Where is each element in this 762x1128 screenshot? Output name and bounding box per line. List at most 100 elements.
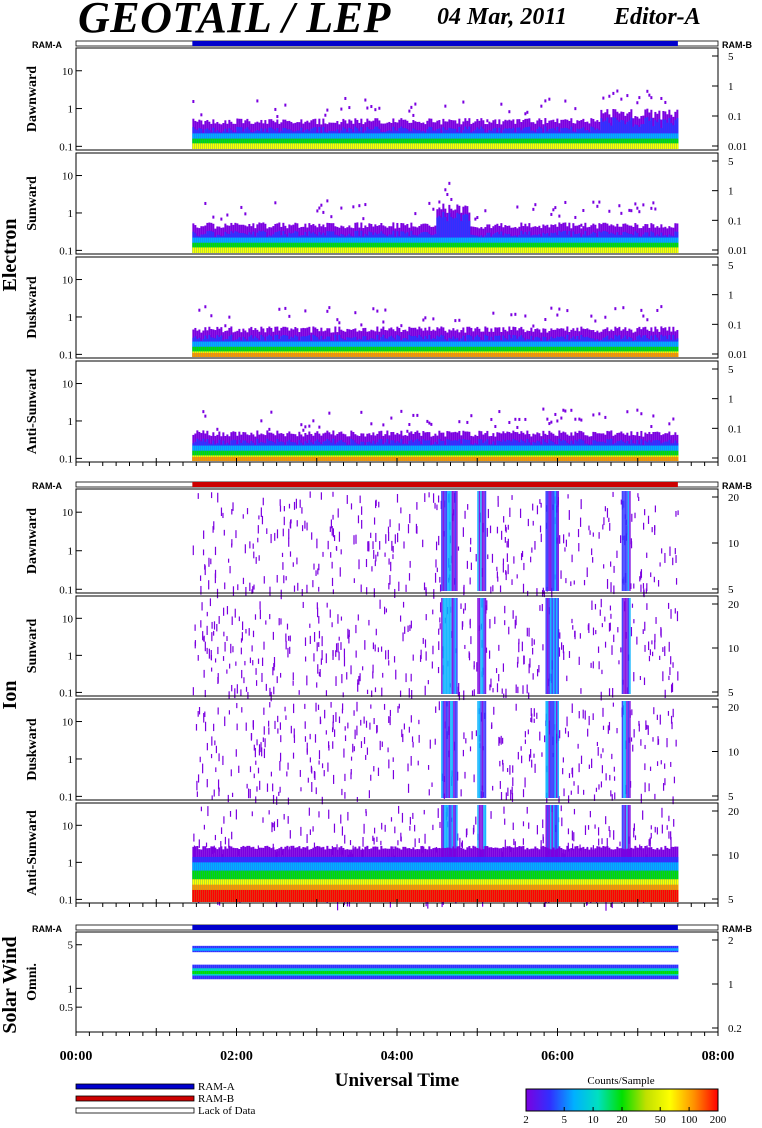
- group-label: Solar Wind: [0, 936, 21, 1033]
- left-tick-label: 1: [68, 754, 74, 766]
- right-tick-label: 1: [728, 81, 734, 93]
- left-tick-label: 1: [68, 983, 74, 995]
- group-electron: RAM-A RAM-B Electron 0.1 1 10 0.01 0.1 1 5 Dawnwar…: [0, 40, 752, 466]
- left-tick-label: 0.1: [59, 687, 73, 699]
- panel-frame: [75, 152, 719, 255]
- right-tick-label: 5: [728, 260, 734, 272]
- right-tick-label: 10: [728, 643, 740, 655]
- colorbar-tick-label: 5: [561, 1114, 567, 1126]
- left-tick-label: 1: [68, 312, 74, 324]
- x-tick-label: 08:00: [702, 1049, 735, 1064]
- right-tick-label: 1: [728, 186, 734, 198]
- ram-coverage-bar: [192, 482, 678, 487]
- right-tick-label: 5: [728, 584, 734, 596]
- right-tick-label: 20: [728, 492, 740, 504]
- right-tick-label: 1: [728, 290, 734, 302]
- panel-frame: [75, 256, 719, 359]
- panel-label: Dawnward: [25, 66, 40, 132]
- legend-label: RAM-B: [198, 1093, 234, 1105]
- right-tick-label: 0.1: [728, 319, 742, 331]
- legend-swatch: [75, 1083, 195, 1090]
- ram-coverage-bar: [192, 925, 678, 930]
- ram-left-label: RAM-A: [32, 924, 62, 934]
- colorbar: Counts/Sample 2 5 10 20 50 100 200: [523, 1075, 727, 1126]
- left-tick-label: 5: [68, 940, 74, 952]
- date-label: 04 Mar, 2011: [437, 4, 568, 30]
- right-tick-label: 5: [728, 156, 734, 168]
- left-tick-label: 0.1: [59, 453, 73, 465]
- right-tick-label: 10: [728, 538, 740, 550]
- right-tick-label: 0.1: [728, 423, 742, 435]
- left-tick-label: 0.1: [59, 894, 73, 906]
- time-axis-ticks: [75, 458, 719, 466]
- x-tick-label: 06:00: [541, 1049, 574, 1064]
- legend-swatch: [75, 1095, 195, 1102]
- panel-duskward: 0.1 1 10 5 10 20 Duskward: [25, 698, 740, 805]
- panel-dawnward: 0.1 1 10 5 10 20 Dawnward: [25, 488, 740, 600]
- right-tick-label: 5: [728, 364, 734, 376]
- time-axis-ticks: [75, 899, 719, 907]
- left-tick-label: 0.1: [59, 141, 73, 153]
- panel-frame: [75, 47, 719, 151]
- left-tick-label: 10: [62, 275, 74, 287]
- right-tick-label: 20: [728, 599, 740, 611]
- panel-label: Dawnward: [25, 508, 40, 574]
- left-tick-label: 10: [62, 820, 74, 832]
- colorbar-title: Counts/Sample: [587, 1075, 654, 1087]
- left-tick-label: 0.5: [59, 1002, 73, 1014]
- left-tick-label: 0.1: [59, 584, 73, 596]
- right-tick-label: 10: [728, 850, 740, 862]
- left-tick-label: 10: [62, 379, 74, 391]
- x-tick-label: 00:00: [60, 1049, 93, 1064]
- editor-label: Editor-A: [614, 4, 701, 30]
- panel-omni: 0.5 1 5 0.2 1 2 Omni.: [25, 931, 742, 1035]
- group-solar-wind: RAM-A RAM-B Solar Wind 0.5 1 5 0.2 1 2 Omni.: [0, 924, 752, 1036]
- colorbar-tick-label: 200: [710, 1114, 727, 1126]
- panel-label: Duskward: [25, 276, 40, 338]
- panel-label: Sunward: [25, 176, 40, 231]
- legend-swatch: [75, 1107, 195, 1114]
- colorbar-tick-label: 50: [655, 1114, 667, 1126]
- panel-dawnward: 0.1 1 10 0.01 0.1 1 5 Dawnward: [25, 47, 747, 153]
- right-tick-label: 0.1: [728, 111, 742, 123]
- time-axis-ticks: [75, 1028, 719, 1036]
- panel-sunward: 0.1 1 10 0.01 0.1 1 5 Sunward: [25, 152, 747, 257]
- left-tick-label: 10: [62, 613, 74, 625]
- left-tick-label: 1: [68, 650, 74, 662]
- x-tick-label: 02:00: [220, 1049, 253, 1064]
- colorbar-tick-label: 2: [523, 1114, 529, 1126]
- left-tick-label: 1: [68, 546, 74, 558]
- left-tick-label: 1: [68, 104, 74, 116]
- left-tick-label: 1: [68, 208, 74, 220]
- left-tick-label: 10: [62, 171, 74, 183]
- left-tick-label: 0.1: [59, 245, 73, 257]
- right-tick-label: 1: [728, 979, 734, 991]
- x-axis: 00:00 02:00 04:00 06:00 08:00 Universal Time: [60, 1049, 735, 1091]
- panel-label: Sunward: [25, 619, 40, 674]
- left-tick-label: 0.1: [59, 791, 73, 803]
- right-tick-label: 10: [728, 747, 740, 759]
- right-tick-label: 0.01: [728, 453, 747, 465]
- group-label: Electron: [0, 219, 21, 292]
- group-ion: RAM-A RAM-B Ion 0.1 1 10 5 10 20 Dawnward 0.1 1 10 5 1…: [0, 481, 752, 911]
- ram-right-label: RAM-B: [722, 40, 752, 50]
- left-tick-label: 10: [62, 717, 74, 729]
- right-tick-label: 20: [728, 702, 740, 714]
- left-tick-label: 0.1: [59, 349, 73, 361]
- panel-anti-sunward: 0.1 1 10 5 10 20 Anti-Sunward: [25, 802, 740, 911]
- x-tick-label: 04:00: [381, 1049, 414, 1064]
- colorbar-tick-label: 100: [681, 1114, 698, 1126]
- right-tick-label: 5: [728, 687, 734, 699]
- panel-frame: [75, 488, 719, 594]
- colorbar-tick-label: 20: [617, 1114, 629, 1126]
- legend-label: Lack of Data: [198, 1105, 256, 1117]
- right-tick-label: 5: [728, 51, 734, 63]
- ram-right-label: RAM-B: [722, 481, 752, 491]
- colorbar-tick-label: 10: [588, 1114, 600, 1126]
- panel-frame: [75, 595, 719, 697]
- ram-left-label: RAM-A: [32, 481, 62, 491]
- right-tick-label: 0.01: [728, 245, 747, 257]
- left-tick-label: 10: [62, 66, 74, 78]
